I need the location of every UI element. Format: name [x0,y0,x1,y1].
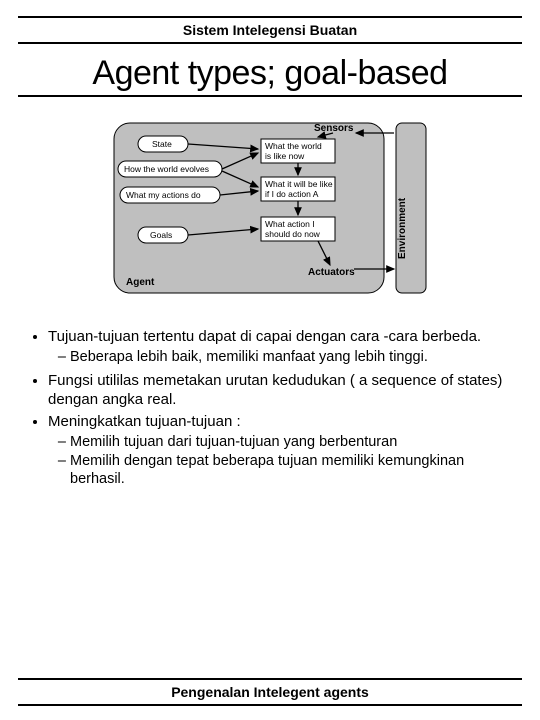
node-state-label: State [152,139,172,149]
node-actionsdo-label: What my actions do [126,190,201,200]
node-worldnow-l1: What the world [265,141,322,151]
slide-page: Sistem Intelegensi Buatan Agent types; g… [0,0,540,720]
bullet-3-sub-2: Memilih dengan tepat beberapa tujuan mem… [70,452,514,489]
bullet-3-sub: Memilih tujuan dari tujuan-tujuan yang b… [48,433,514,489]
bullet-1-sub-1: Beberapa lebih baik, memiliki manfaat ya… [70,348,514,367]
footer-text: Pengenalan Intelegent agents [171,684,369,700]
agent-label: Agent [126,277,155,288]
node-worldnow-l2: is like now [265,151,305,161]
header-text: Sistem Intelegensi Buatan [183,22,357,38]
node-goals-label: Goals [150,230,172,240]
agent-diagram: Agent Environment Sensors Actuators Stat… [108,109,438,309]
bullet-3: Meningkatkan tujuan-tujuan : Memilih tuj… [48,412,514,489]
node-shoulddo-l2: should do now [265,229,321,239]
node-evolve-label: How the world evolves [124,164,209,174]
bullet-1-text: Tujuan-tujuan tertentu dapat di capai de… [48,328,481,345]
sensors-label: Sensors [314,123,354,134]
bullet-3-sub-1: Memilih tujuan dari tujuan-tujuan yang b… [70,433,514,452]
node-willbe-l1: What it will be like [265,179,333,189]
bullet-list: Tujuan-tujuan tertentu dapat di capai de… [26,327,514,489]
bullet-1: Tujuan-tujuan tertentu dapat di capai de… [48,327,514,367]
bullet-2-text: Fungsi utililas memetakan urutan keduduk… [48,372,502,408]
bullet-1-sub: Beberapa lebih baik, memiliki manfaat ya… [48,348,514,367]
bullet-3-text: Meningkatkan tujuan-tujuan : [48,413,241,430]
node-shoulddo-l1: What action I [265,219,315,229]
footer-bar: Pengenalan Intelegent agents [18,678,522,706]
actuators-label: Actuators [308,267,355,278]
slide-title: Agent types; goal-based [18,48,522,97]
node-willbe-l2: if I do action A [265,189,319,199]
header-bar: Sistem Intelegensi Buatan [18,16,522,44]
bullet-2: Fungsi utililas memetakan urutan keduduk… [48,371,514,409]
environment-label: Environment [397,197,408,259]
